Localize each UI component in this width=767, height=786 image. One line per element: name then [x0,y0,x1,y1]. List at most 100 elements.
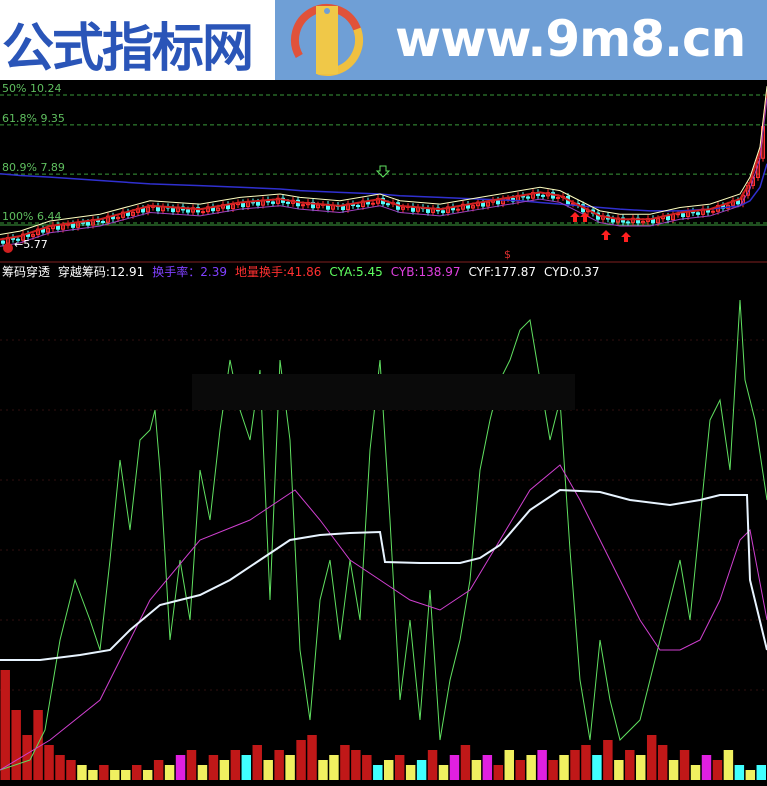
volume-bar [208,755,219,780]
volume-bar [548,760,558,780]
candle [641,220,645,224]
candle [316,204,320,209]
fib-label: 50% 10.24 [2,81,62,95]
candle [696,212,700,215]
legend-value: 5.45 [356,265,383,279]
candle [626,221,630,224]
volume-bar [756,765,766,780]
volume-bar [614,760,624,780]
legend-label: CYD: [544,265,573,279]
stock-chart [0,86,767,780]
legend-label: CYA: [329,265,356,279]
volume-bar [734,765,745,780]
legend-label: CYF: [468,265,495,279]
volume-bar [121,770,131,780]
candle [441,210,445,213]
volume-bar [131,765,142,780]
volume-bar [55,755,65,780]
indicator-legend: 筹码穿透 穿越筹码:12.91 换手率：2.39 地量换手:41.86 CYA:5.4… [2,263,612,280]
volume-bar [471,760,482,780]
volume-bar [252,745,262,780]
candle [386,203,390,206]
volume-bar [625,750,635,780]
volume-bar [592,755,602,780]
volume-bar [701,755,712,780]
candle [271,201,275,204]
low-marker-icon [3,243,13,253]
candle [341,206,345,211]
candle [736,200,740,205]
candle [241,202,245,208]
candle [286,201,290,204]
candle [16,238,20,241]
volume-bar [164,765,175,780]
volume-bar [646,735,657,780]
volume-bar [307,735,317,780]
legend-value: 41.86 [287,265,322,279]
sell-arrow-icon [375,165,391,178]
volume-bar [712,760,723,780]
volume-bar [405,765,416,780]
volume-bar [340,745,350,780]
volume-bar [351,750,361,780]
legend-value: 138.97 [418,265,461,279]
series-cyf-line [0,488,767,661]
legend-label: CYB: [390,265,419,279]
volume-bar [537,750,547,780]
site-header: 公式指标网 www.9m8.cn [0,0,767,80]
candle [71,223,75,228]
volume-bar [88,770,98,780]
volume-bar [723,750,734,780]
candle [301,204,305,207]
volume-bar [394,755,405,780]
volume-bar [438,765,449,780]
volume-bar [636,755,646,780]
volume-bar [493,765,504,780]
signal-arrows [3,165,631,253]
volume-bar [77,765,87,780]
volume-bar [186,750,197,780]
volume-bar [11,710,21,780]
candle [611,218,615,223]
legend-item: CYF:177.87 [469,265,541,279]
volume-bar [219,760,230,780]
volume-bar [263,760,273,780]
volume-bar [175,755,186,780]
volume-bar [515,760,525,780]
volume-bar [197,765,208,780]
ma-white-line [0,86,767,235]
volume-bar [482,755,493,780]
volume-bar [668,760,679,780]
candle [401,206,405,210]
buy-arrow-icon [621,232,631,242]
price-candles [1,123,765,247]
candle [541,194,545,197]
ma-purple-line [0,97,767,247]
low-price-label: ←5.77 [14,238,48,251]
candle [526,196,530,199]
legend-item: CYD:0.37 [544,265,604,279]
legend-label: 换手率： [152,265,201,279]
volume-bar [99,765,109,780]
buy-arrow-icon [580,212,590,222]
candle [656,218,660,224]
legend-value: 12.91 [109,265,145,279]
legend-item: 穿越筹码:12.91 [58,265,148,279]
volume-bar [33,710,43,780]
volume-bar [449,755,460,780]
legend-label: 地量换手: [234,265,288,279]
site-logo-icon [291,4,363,76]
volume-bar [142,770,153,780]
fib-label: 80.9% 7.89 [2,161,65,175]
candle [46,228,50,233]
volume-bar [66,760,76,780]
candle [471,205,475,209]
candle [201,211,205,214]
volume-bar [427,750,438,780]
buy-arrow-icon [601,230,611,240]
volume-bar [504,750,514,780]
candle [751,176,755,186]
series-cyb-line [0,464,767,771]
site-url[interactable]: www.9m8.cn [395,10,746,68]
candle [256,201,260,206]
